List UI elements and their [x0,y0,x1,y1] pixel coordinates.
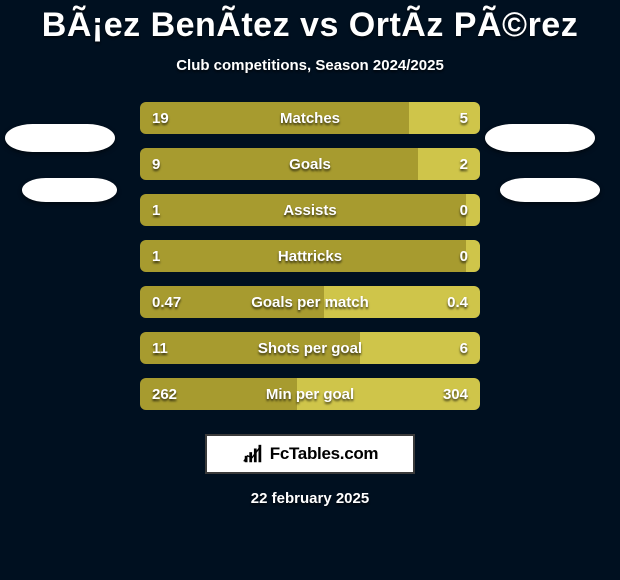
stat-bar [140,240,480,272]
stat-row: 116Shots per goal [140,332,480,364]
stat-bar-right [466,194,480,226]
decorative-ellipse [485,124,595,152]
stat-bar-left [140,332,360,364]
stat-bar [140,102,480,134]
stat-bar [140,148,480,180]
decorative-ellipse [22,178,117,202]
stat-row: 195Matches [140,102,480,134]
stat-bar-left [140,286,324,318]
stat-row: 262304Min per goal [140,378,480,410]
stat-bar-left [140,194,466,226]
stat-row: 92Goals [140,148,480,180]
page-subtitle: Club competitions, Season 2024/2025 [0,57,620,74]
stat-bar-left [140,148,418,180]
stat-bar [140,286,480,318]
brand-text: FcTables.com [270,444,379,464]
page-title: BÃ¡ez BenÃ­tez vs OrtÃ­z PÃ©rez [0,0,620,45]
date-label: 22 february 2025 [0,490,620,507]
decorative-ellipse [5,124,115,152]
stat-row: 0.470.4Goals per match [140,286,480,318]
stat-bar-right [297,378,480,410]
stat-bar-left [140,378,297,410]
decorative-ellipse [500,178,600,202]
stat-bar-left [140,102,409,134]
stat-bar [140,332,480,364]
chart-icon [242,443,264,465]
stat-row: 10Hattricks [140,240,480,272]
stat-bar-right [360,332,480,364]
stat-bar [140,194,480,226]
stat-bar-right [324,286,480,318]
stat-bar-right [418,148,480,180]
stat-row: 10Assists [140,194,480,226]
brand-logo: FcTables.com [205,434,415,474]
stat-bar [140,378,480,410]
stat-bar-left [140,240,466,272]
stat-bar-right [409,102,480,134]
stat-bar-right [466,240,480,272]
